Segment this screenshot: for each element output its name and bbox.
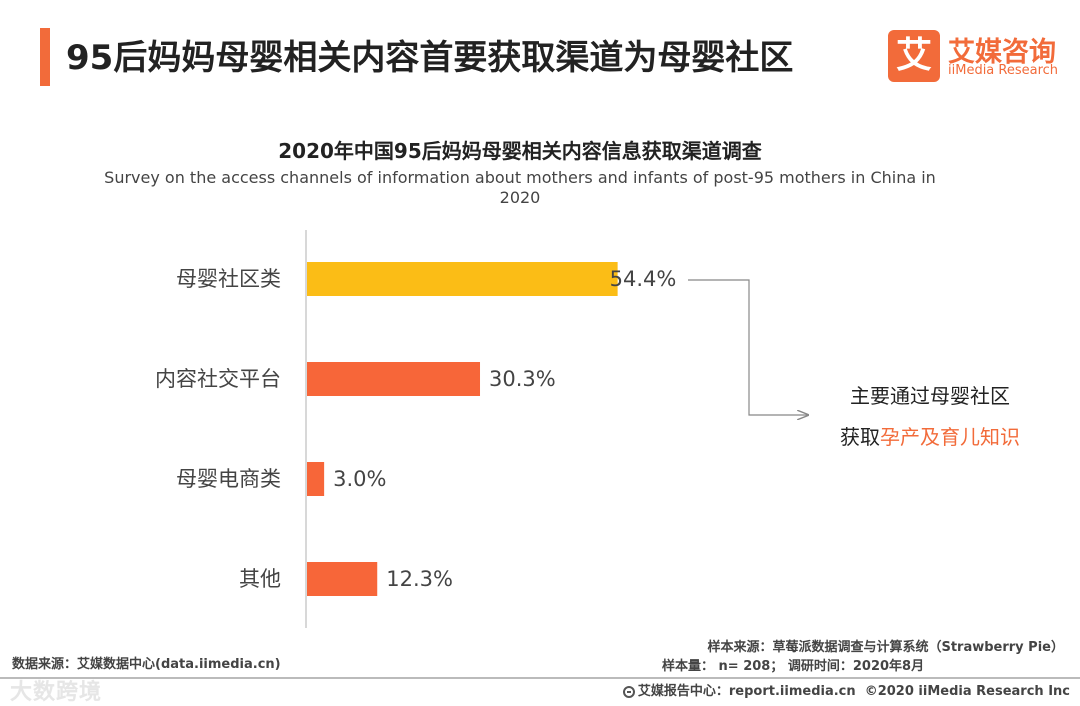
logo-text-cn: 艾媒咨询 — [948, 37, 1056, 68]
category-label-1: 母婴社区类 — [176, 267, 281, 291]
sample-size: 样本量： n= 208； 调研时间：2020年8月 — [662, 659, 925, 674]
footer-divider — [0, 677, 1080, 679]
iimedia-logo: 艾 艾媒咨询 iiMedia Research — [888, 30, 1078, 82]
bar-1 — [307, 262, 618, 296]
logo-mark: 艾 — [888, 30, 940, 82]
value-label-2: 30.3% — [489, 367, 556, 391]
callout-prefix: 获取 — [840, 425, 880, 449]
logo-text-en: iiMedia Research — [948, 63, 1059, 78]
value-label-4: 12.3% — [386, 567, 453, 591]
bar-3 — [307, 462, 325, 496]
value-label-1: 54.4% — [610, 267, 677, 291]
bar-2 — [307, 362, 481, 396]
callout-line-1: 主要通过母婴社区 — [850, 384, 1010, 408]
copyright: ©2020 iiMedia Research Inc — [864, 684, 1070, 699]
globe-icon — [622, 686, 635, 698]
callout-line-2: 获取孕产及育儿知识 — [800, 421, 1060, 450]
data-source: 数据来源：艾媒数据中心(data.iimedia.cn) — [12, 657, 281, 672]
watermark: 大数跨境 — [10, 680, 103, 705]
category-label-2: 内容社交平台 — [155, 367, 281, 391]
chart-subtitle: Survey on the access channels of informa… — [104, 168, 936, 207]
category-label-4: 其他 — [239, 567, 281, 591]
footer-credits: 艾媒报告中心：report.iimedia.cn ©2020 iiMedia R… — [622, 680, 1070, 699]
category-label-3: 母婴电商类 — [176, 467, 281, 491]
report-center-link[interactable]: 艾媒报告中心：report.iimedia.cn — [637, 684, 856, 699]
value-label-3: 3.0% — [333, 467, 386, 491]
sample-source: 样本来源：草莓派数据调查与计算系统（Strawberry Pie） — [707, 640, 1064, 655]
page-title: 95后妈妈母婴相关内容首要获取渠道为母婴社区 — [66, 38, 794, 78]
bar-4 — [307, 562, 378, 596]
callout-connector-arrow — [688, 279, 808, 415]
title-accent-bar — [40, 28, 50, 86]
callout-highlight: 孕产及育儿知识 — [880, 425, 1020, 449]
chart-title: 2020年中国95后妈妈母婴相关内容信息获取渠道调查 — [278, 139, 762, 163]
